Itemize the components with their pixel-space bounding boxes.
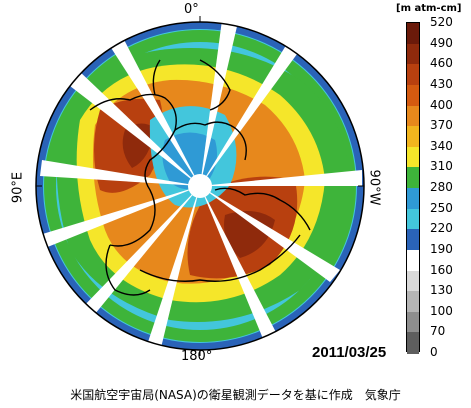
colorbar-tick-label: 190 — [430, 241, 453, 256]
colorbar-segment — [407, 249, 419, 271]
colorbar-tick-label: 370 — [430, 118, 453, 133]
colorbar-segment — [407, 332, 419, 354]
colorbar-tick-label: 400 — [430, 97, 453, 112]
map-disk — [36, 22, 364, 350]
date-label: 2011/03/25 — [312, 344, 387, 361]
colorbar-segment — [407, 105, 419, 127]
colorbar-segment — [407, 43, 419, 65]
colorbar-segment — [407, 84, 419, 106]
label-0deg: 0° — [184, 2, 199, 17]
colorbar-tick-label: 490 — [430, 35, 453, 50]
colorbar-segment — [407, 126, 419, 148]
colorbar-tick-label: 0 — [430, 345, 438, 359]
colorbar-tick-label: 340 — [430, 138, 453, 153]
footer-credit: 米国航空宇宙局(NASA)の衛星観測データを基に作成 気象庁 — [70, 388, 401, 402]
label-90e: 90°E — [10, 171, 26, 204]
colorbar-segment — [407, 146, 419, 168]
colorbar-segment — [407, 229, 419, 251]
colorbar-tick-label: 250 — [430, 200, 453, 215]
colorbar-segment — [407, 167, 419, 189]
colorbar-tick-label: 460 — [430, 56, 453, 71]
coastline-lines — [89, 59, 311, 296]
colorbar — [406, 22, 420, 354]
colorbar-tick-label: 160 — [430, 262, 453, 277]
colorbar-tick-label: 310 — [430, 159, 453, 174]
colorbar-segment — [407, 311, 419, 333]
colorbar-tick-label: 280 — [430, 180, 453, 194]
colorbar-segment — [407, 23, 419, 45]
colorbar-tick-label: 430 — [430, 76, 453, 91]
label-90w: 90°W — [366, 169, 382, 206]
colorbar-unit: [m atm-cm] — [396, 3, 462, 14]
colorbar-tick-label: 130 — [430, 283, 453, 298]
colorbar-segment — [407, 188, 419, 210]
colorbar-segment — [407, 270, 419, 292]
colorbar-tick-label: 220 — [430, 221, 453, 236]
colorbar-segment — [407, 64, 419, 86]
colorbar-segment — [407, 291, 419, 313]
ozone-map — [35, 16, 365, 356]
colorbar-tick-label: 520 — [430, 15, 453, 29]
colorbar-segment — [407, 208, 419, 230]
colorbar-tick-label: 100 — [430, 303, 453, 318]
label-180deg: 180° — [181, 349, 213, 364]
colorbar-tick-label: 70 — [430, 324, 446, 339]
